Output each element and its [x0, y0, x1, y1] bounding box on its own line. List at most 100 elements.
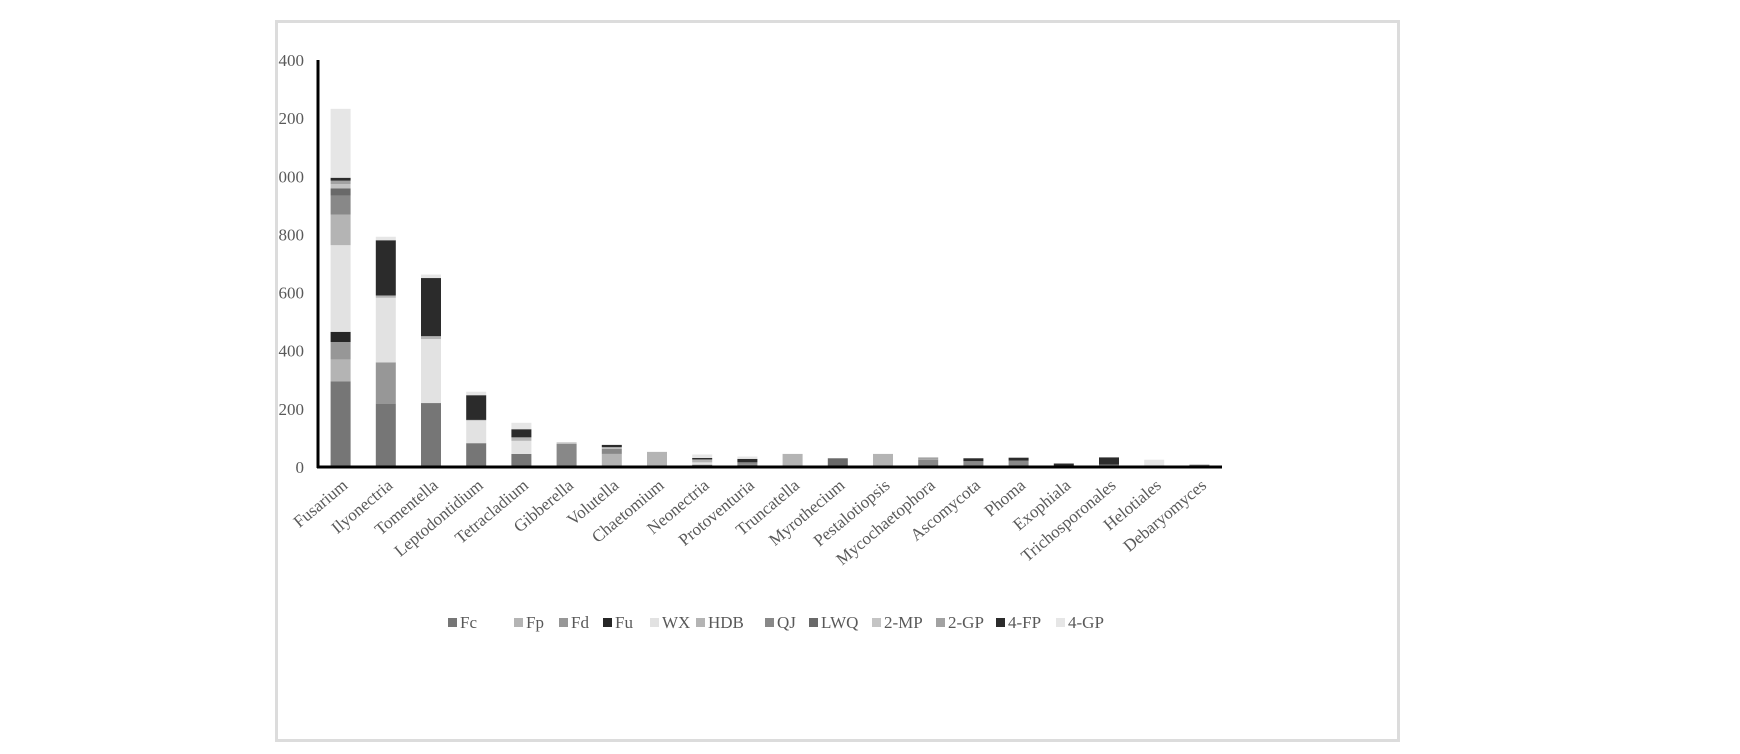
legend-label: Fc [460, 613, 477, 632]
bar-segment-hdb [647, 451, 667, 467]
bar-segment-wx [330, 245, 351, 332]
bar-stack-phoma [1008, 457, 1029, 467]
bar-segment-fc [466, 443, 487, 467]
bar-segment-4-gp [737, 456, 758, 459]
bar-stack-myrothecium [827, 458, 848, 467]
bar-segment-4-gp [511, 422, 532, 430]
y-tick-label: 600 [279, 284, 305, 303]
y-tick-label: 400 [279, 342, 305, 361]
bar-stack-tomentella [421, 274, 441, 467]
bar-segment-4-fp [692, 457, 713, 460]
bar-stack-pestalotiopsis [873, 453, 893, 467]
bar-segment-wx [466, 420, 487, 444]
legend-item-hdb: HDB [696, 613, 744, 632]
bar-segment-2-mp [330, 184, 351, 189]
bar-segment-2-gp [918, 457, 939, 460]
legend-swatch [872, 618, 881, 627]
bar-segment-qj [737, 462, 758, 465]
legend-item-4-gp: 4-GP [1056, 613, 1104, 632]
bar-segment-hdb [601, 453, 622, 467]
bar-stack-mycochaetophora [918, 457, 939, 467]
stacked-bar-chart: 0 200 400 600 800 1000 1200 1400 FusariumIlyonec… [278, 51, 1222, 632]
bar-segment-fc [511, 453, 532, 467]
legend-label: Fp [526, 613, 544, 632]
bar-segment-fp [330, 359, 351, 382]
legend-swatch [448, 618, 457, 627]
bar-stack-protoventuria [737, 456, 758, 467]
legend-swatch [1056, 618, 1065, 627]
bar-segment-4-fp [511, 429, 532, 438]
bar-segment-4-gp [466, 391, 487, 396]
legend-label: HDB [708, 613, 744, 632]
bar-segment-lwq [827, 458, 848, 467]
bar-segment-4-gp [330, 108, 351, 178]
bar-stack-chaetomium [647, 451, 667, 467]
bar-segment-hdb [873, 453, 893, 467]
legend-swatch [650, 618, 659, 627]
y-tick-label: 200 [279, 400, 305, 419]
bar-stack-exophiala [1053, 463, 1074, 467]
legend-item-2-gp: 2-GP [936, 613, 984, 632]
legend-swatch [696, 618, 705, 627]
legend-item-lwq: LWQ [809, 613, 858, 632]
bar-segment-4-gp [375, 236, 396, 241]
y-axis-tick-labels: 0 200 400 600 800 1000 1200 1400 [278, 51, 304, 477]
legend-item-fd: Fd [559, 613, 589, 632]
bar-segment-4-gp [421, 274, 441, 279]
bar-segment-wx [375, 297, 396, 363]
bar-segment-wx [511, 440, 532, 454]
legend-label: Fd [571, 613, 589, 632]
y-tick-label: 1000 [278, 167, 304, 186]
legend-swatch [603, 618, 612, 627]
bar-segment-fc [421, 403, 441, 467]
bar-segment-hdb [782, 453, 803, 467]
legend-label: QJ [777, 613, 796, 632]
legend-swatch [765, 618, 774, 627]
legend-swatch [559, 618, 568, 627]
bar-segment-qj [963, 461, 984, 467]
legend-item-qj: QJ [765, 613, 796, 632]
bar-segment-4-fp [466, 395, 487, 420]
bar-segment-4-fp [1099, 457, 1119, 465]
legend-item-wx: WX [650, 613, 690, 632]
chart-frame: 0 200 400 600 800 1000 1200 1400 FusariumIlyonec… [275, 20, 1400, 742]
legend-swatch [809, 618, 818, 627]
bar-stack-ascomycota [963, 458, 984, 467]
bar-stack-leptodontidium [466, 391, 487, 467]
bar-stack-helotiales [1144, 459, 1165, 467]
legend-swatch [514, 618, 523, 627]
bar-segment-wx [421, 339, 441, 404]
bars [330, 108, 1210, 467]
y-tick-label: 1400 [278, 51, 304, 70]
legend-item-2-mp: 2-MP [872, 613, 923, 632]
legend-item-fp: Fp [514, 613, 544, 632]
bar-segment-lwq [330, 188, 351, 196]
legend-label: Fu [615, 613, 633, 632]
bar-segment-4-gp [1144, 459, 1165, 467]
bar-segment-4-fp [737, 458, 758, 463]
bar-segment-qj [330, 195, 351, 215]
bar-segment-4-gp [692, 454, 713, 458]
bar-stack-volutella [601, 444, 622, 467]
x-axis-category-labels: FusariumIlyonectriaTomentellaLeptodontid… [290, 475, 1210, 569]
bar-segment-4-fp [963, 458, 984, 462]
bar-segment-hdb [375, 295, 396, 298]
legend-item-4-fp: 4-FP [996, 613, 1041, 632]
bar-segment-fu [330, 331, 351, 342]
legend-label: 4-GP [1068, 613, 1104, 632]
bar-segment-wx [692, 462, 713, 465]
bar-segment-4-fp [330, 177, 351, 181]
bar-segment-hdb [421, 336, 441, 340]
bar-stack-fusarium [330, 108, 351, 467]
bar-segment-qj [1008, 460, 1029, 467]
bar-segment-fc [330, 381, 351, 467]
bar-segment-fc [375, 403, 396, 467]
legend-label: 2-MP [884, 613, 923, 632]
bar-segment-4-fp [421, 278, 441, 337]
legend: Fc Fp Fd Fu WX HDB QJ LWQ 2-MP 2-GP 4-FP 4-GP [448, 613, 1104, 632]
legend-swatch [996, 618, 1005, 627]
bar-segment-hdb [511, 437, 532, 441]
bar-segment-fd [330, 341, 351, 360]
legend-label: LWQ [821, 613, 858, 632]
bar-segment-4-fp [1008, 457, 1029, 461]
